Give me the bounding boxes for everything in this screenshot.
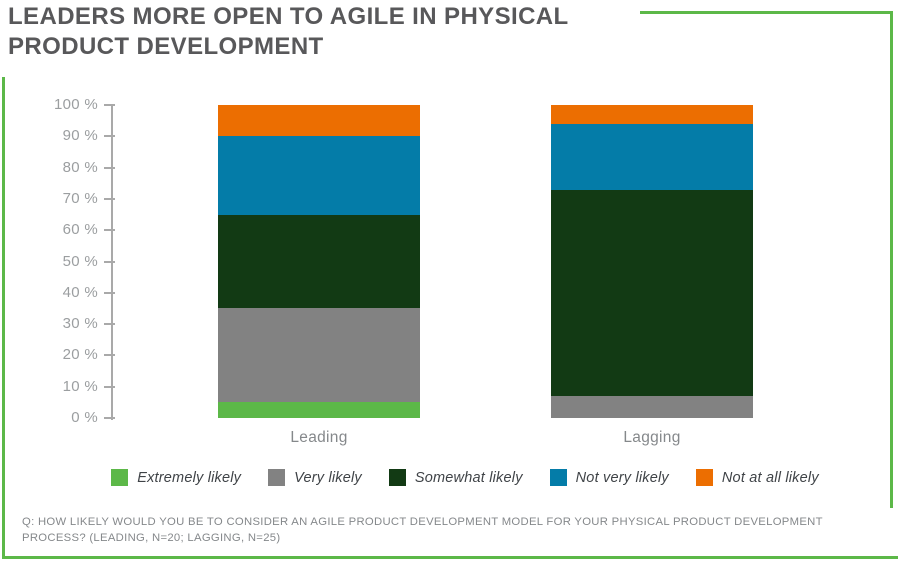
y-axis-tick-label: 40 % xyxy=(62,283,98,301)
y-axis-tick-label: 0 % xyxy=(71,409,98,426)
y-axis-tick xyxy=(104,197,115,200)
y-axis-tick-label: 10 % xyxy=(62,377,98,395)
y-axis-tick xyxy=(104,323,115,326)
y-axis-tick-label: 20 % xyxy=(62,346,98,364)
category-label-lagging: Lagging xyxy=(623,429,681,446)
frame-border-left xyxy=(2,77,5,559)
legend-swatch xyxy=(268,469,286,486)
footnote-line2: PROCESS? (LEADING, N=20; LAGGING, N=25) xyxy=(22,532,281,544)
y-axis-tick-label: 50 % xyxy=(62,252,98,270)
bar-segment-lagging-not-at-all-likely xyxy=(551,105,753,124)
legend-item-very-likely: Very likely xyxy=(268,469,362,486)
footnote: Q: HOW LIKELY WOULD YOU BE TO CONSIDER A… xyxy=(22,514,862,546)
chart-title-line2: PRODUCT DEVELOPMENT xyxy=(8,33,324,60)
chart-legend: Extremely likely Very likely Somewhat like… xyxy=(40,469,890,486)
stacked-bar-lagging xyxy=(551,105,753,418)
bar-segment-lagging-not-very-likely xyxy=(551,123,753,190)
legend-swatch xyxy=(549,469,567,486)
chart-title-line1: LEADERS MORE OPEN TO AGILE IN PHYSICAL xyxy=(8,3,569,30)
chart-title: LEADERS MORE OPEN TO AGILE IN PHYSICAL P… xyxy=(8,2,688,62)
y-axis-tick xyxy=(104,166,115,169)
bar-segment-leading-somewhat-likely xyxy=(218,214,420,309)
bar-segment-lagging-somewhat-likely xyxy=(551,189,753,397)
stacked-bar-leading xyxy=(218,105,420,418)
category-label-leading: Leading xyxy=(290,429,348,446)
legend-item-somewhat-likely: Somewhat likely xyxy=(388,469,523,486)
y-axis-tick xyxy=(104,229,115,232)
bar-segment-leading-very-likely xyxy=(218,308,420,403)
legend-item-not-at-all-likely: Not at all likely xyxy=(695,469,819,486)
y-axis-tick-label: 30 % xyxy=(62,315,98,333)
y-axis-tick xyxy=(104,385,115,388)
frame-border-top xyxy=(640,11,893,14)
y-axis-tick-label: 90 % xyxy=(62,127,98,145)
y-axis-tick xyxy=(104,260,115,263)
bar-segment-leading-extremely-likely xyxy=(218,402,420,418)
bar-segment-lagging-very-likely xyxy=(551,396,753,418)
legend-swatch xyxy=(111,469,129,486)
legend-label: Not very likely xyxy=(575,469,669,486)
footnote-line1: Q: HOW LIKELY WOULD YOU BE TO CONSIDER A… xyxy=(22,516,823,528)
frame-border-right xyxy=(890,11,893,508)
legend-swatch xyxy=(388,469,406,486)
y-axis-tick-label: 70 % xyxy=(62,189,98,207)
legend-item-not-very-likely: Not very likely xyxy=(549,469,669,486)
legend-label: Very likely xyxy=(294,469,362,486)
legend-label: Extremely likely xyxy=(137,469,242,486)
y-axis-tick xyxy=(104,135,115,138)
y-axis-tick-label: 60 % xyxy=(62,221,98,239)
bar-segment-leading-not-very-likely xyxy=(218,136,420,215)
legend-swatch xyxy=(695,469,713,486)
legend-item-extremely-likely: Extremely likely xyxy=(111,469,241,486)
y-axis-tick-label: 80 % xyxy=(62,158,98,176)
legend-label: Not at all likely xyxy=(721,469,819,486)
legend-label: Somewhat likely xyxy=(414,469,523,486)
y-axis-line xyxy=(111,105,113,420)
y-axis-tick-label: 100 % xyxy=(53,96,98,113)
frame-border-bottom xyxy=(2,556,898,559)
bar-segment-leading-not-at-all-likely xyxy=(218,105,420,137)
y-axis-tick xyxy=(104,291,115,294)
y-axis-tick xyxy=(104,417,115,419)
y-axis-tick xyxy=(104,354,115,357)
y-axis-tick xyxy=(104,104,115,106)
